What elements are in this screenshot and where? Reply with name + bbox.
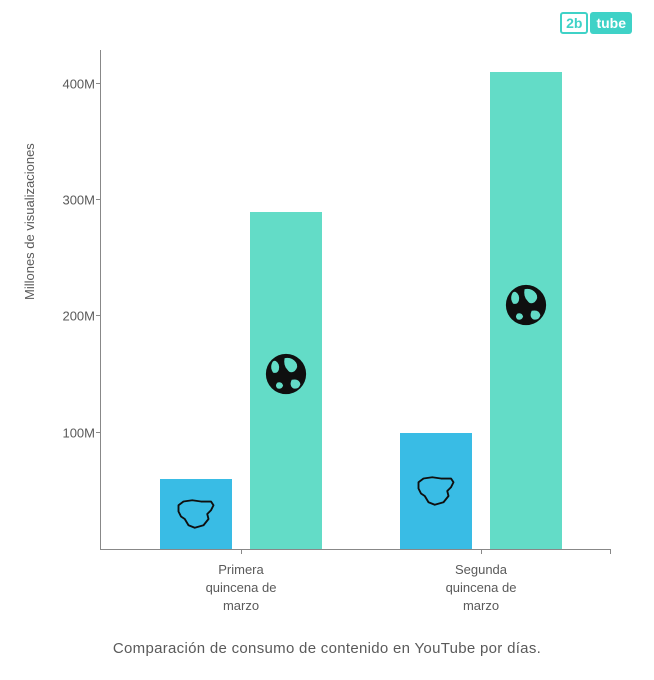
- spain-outline-icon: [416, 474, 456, 513]
- chart-caption: Comparación de consumo de contenido en Y…: [0, 640, 654, 657]
- x-tick-mark: [241, 549, 242, 554]
- globe-icon: [263, 351, 309, 402]
- logo-left: 2b: [560, 12, 588, 34]
- y-tick-label: 300M: [51, 193, 95, 208]
- spain-outline-icon: [416, 474, 456, 508]
- globe-icon: [503, 282, 549, 333]
- y-tick-mark: [96, 315, 101, 316]
- y-tick-mark: [96, 83, 101, 84]
- y-tick-mark: [96, 432, 101, 433]
- globe-icon: [263, 351, 309, 397]
- y-axis-label: Millones de visualizaciones: [22, 143, 37, 300]
- x-category-label: Segundaquincena demarzo: [421, 561, 541, 616]
- spain-outline-icon: [176, 497, 216, 531]
- y-tick-mark: [96, 199, 101, 200]
- bar-world: [490, 72, 562, 549]
- y-tick-label: 100M: [51, 425, 95, 440]
- y-tick-label: 400M: [51, 76, 95, 91]
- x-tick-mark: [610, 549, 611, 554]
- logo-right: tube: [590, 12, 632, 34]
- bar-spain: [160, 479, 232, 549]
- bar-spain: [400, 433, 472, 549]
- chart-plot-area: 100M200M300M400M Primeraquincena demarzo…: [100, 50, 610, 550]
- x-category-label: Primeraquincena demarzo: [181, 561, 301, 616]
- y-tick-label: 200M: [51, 309, 95, 324]
- x-tick-mark: [481, 549, 482, 554]
- globe-icon: [503, 282, 549, 328]
- brand-logo: 2b tube: [560, 12, 632, 34]
- spain-outline-icon: [176, 497, 216, 536]
- chart-container: 2b tube Millones de visualizaciones 100M…: [0, 0, 654, 680]
- bar-world: [250, 212, 322, 549]
